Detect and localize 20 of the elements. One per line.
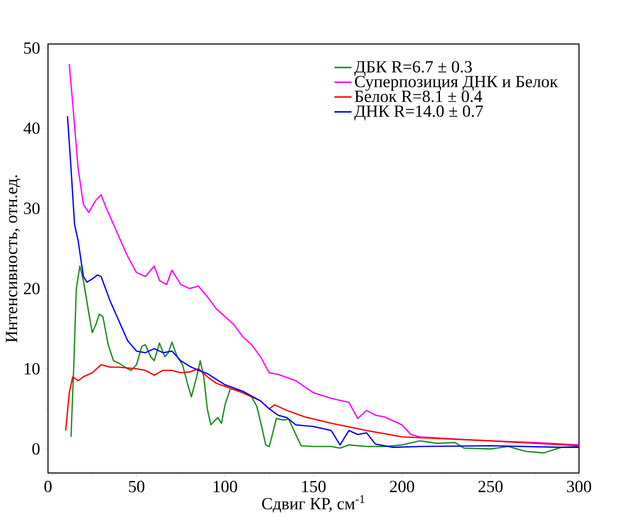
y-tick-label: 0 [32,443,40,455]
x-tick-label: 200 [390,480,414,492]
x-axis-title: Сдвиг КР, см$^{-1}$ [262,495,364,513]
x-tick-label: 300 [567,480,592,492]
y-tick-label: 50 [24,42,40,54]
y-tick-label: 10 [24,363,40,374]
x-tick-label: 0 [44,480,52,492]
line-series [70,265,579,454]
y-tick-label: 20 [24,282,40,294]
y-tick-label: 40 [24,122,40,134]
legend-label: ДНК R=14.0 ± 0.7 [354,105,484,120]
x-tick-label: 150 [302,480,326,492]
x-tick-label: 100 [214,480,238,492]
y-tick-label: 30 [24,202,40,214]
legend-label: ДБК R=6.7 ± 0.3 [354,61,472,76]
legend-label: Белок R=8.1 ± 0.4 [354,90,482,102]
legend-label: Суперпозиция ДНК и Белок [354,76,558,91]
x-tick-label: 250 [478,480,503,492]
x-tick-label: 50 [128,480,144,492]
y-axis-title: Интенсивность, отн.ед. [6,175,20,342]
